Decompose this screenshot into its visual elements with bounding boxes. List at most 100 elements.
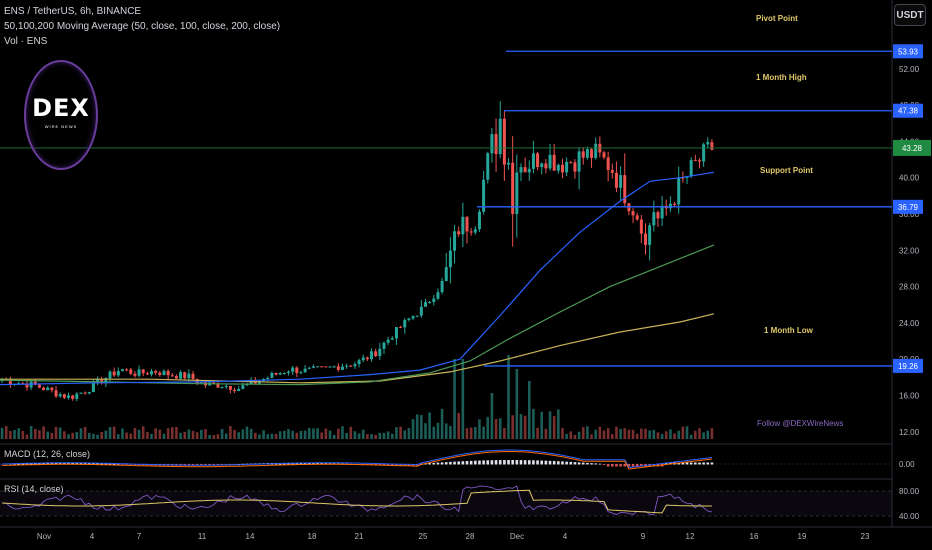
candle-body: [461, 216, 465, 235]
candle-body: [179, 372, 183, 379]
currency-button[interactable]: USDT: [894, 4, 926, 26]
macd-bar: [527, 460, 531, 465]
candle-body: [79, 392, 83, 394]
candle-body: [594, 143, 598, 158]
macd-bar: [449, 461, 452, 465]
candle-body: [37, 384, 41, 388]
candle-body: [370, 351, 374, 360]
volume-bar: [67, 434, 70, 439]
candle-body: [569, 161, 573, 163]
candle-body: [46, 387, 50, 391]
volume-bar: [390, 433, 394, 439]
volume-bar: [229, 426, 232, 439]
volume-bar: [706, 430, 710, 439]
candle-body: [228, 385, 232, 390]
level-tag-2: [893, 199, 923, 214]
candle-body: [436, 292, 440, 299]
macd-bar: [125, 464, 128, 465]
volume-bar: [615, 426, 618, 439]
macd-bar: [515, 460, 519, 465]
macd-bar: [444, 462, 448, 465]
volume-bar: [353, 431, 357, 439]
volume-bar: [278, 431, 282, 439]
volume-bar: [536, 427, 539, 439]
macd-bar: [581, 462, 585, 465]
candle-body: [444, 267, 448, 282]
candle-body: [233, 389, 237, 392]
candle-body: [465, 216, 469, 232]
time-axis-tick-9: Dec: [510, 532, 524, 541]
candle-body: [652, 212, 656, 226]
candle-body: [710, 142, 714, 150]
volume-bar: [378, 432, 382, 439]
candle-body: [502, 118, 506, 165]
macd-line: [2, 449, 712, 469]
volume-bar: [644, 428, 647, 439]
volume-bar: [395, 427, 398, 439]
macd-bar: [532, 460, 535, 465]
volume-bar: [112, 426, 116, 439]
macd-bar: [710, 462, 714, 465]
volume-bar: [191, 430, 195, 439]
macd-bar: [577, 462, 581, 465]
volume-bar: [478, 419, 481, 439]
candle-body: [681, 177, 685, 179]
candle-body: [108, 371, 112, 379]
volume-bar: [216, 434, 220, 439]
candle-body: [266, 377, 270, 379]
macd-bar: [511, 460, 514, 465]
volume-bar: [420, 415, 423, 439]
macd-bar: [565, 461, 568, 465]
volume-bar: [635, 433, 639, 439]
candle-body: [606, 157, 610, 171]
candles: [0, 101, 714, 402]
candle-body: [303, 368, 307, 373]
level-tag-label-2: 36.79: [898, 203, 919, 212]
macd-bar: [548, 460, 552, 465]
volume-bar: [540, 411, 544, 439]
macd-bar: [216, 464, 220, 466]
volume-bar: [262, 430, 265, 439]
volume-bar: [17, 428, 20, 439]
candle-body: [507, 162, 511, 165]
macd-bar: [96, 463, 99, 465]
candle-body: [540, 163, 544, 168]
candle-body: [610, 170, 614, 173]
candle-body: [706, 142, 710, 145]
volume-bar: [386, 431, 390, 439]
volume-bar: [465, 428, 469, 439]
volume-bar: [87, 432, 91, 439]
volume-bar: [212, 434, 216, 439]
macd-bar: [307, 462, 311, 465]
candle-body: [560, 164, 564, 173]
volume-bar: [58, 427, 62, 439]
candle-body: [365, 357, 369, 360]
candle-body: [75, 393, 79, 399]
candle-body: [112, 371, 116, 376]
candle-body: [307, 367, 311, 369]
volume-bar: [307, 427, 311, 439]
volume-bar: [38, 430, 41, 439]
candle-body: [382, 342, 386, 349]
candle-body: [457, 231, 461, 235]
volume-bar: [0, 427, 4, 439]
candle-body: [378, 348, 382, 356]
volume-bar: [200, 429, 203, 439]
volume-bar: [436, 422, 440, 439]
level-tag-0: [893, 44, 923, 59]
candle-body: [278, 373, 282, 375]
candle-body: [100, 379, 104, 384]
price-axis-tick-10: 12.00: [899, 428, 920, 437]
candle-body: [62, 394, 66, 398]
logo-subtext: WIRE NEWS: [44, 124, 78, 129]
candle-body: [623, 175, 627, 204]
volume-bars: [0, 355, 714, 439]
candle-body: [137, 369, 141, 376]
macd-bar: [67, 462, 70, 465]
volume-bar: [332, 434, 336, 439]
candle-body: [419, 306, 423, 316]
macd-bar: [38, 462, 41, 465]
candle-body: [407, 318, 411, 321]
volume-bar: [590, 434, 593, 439]
